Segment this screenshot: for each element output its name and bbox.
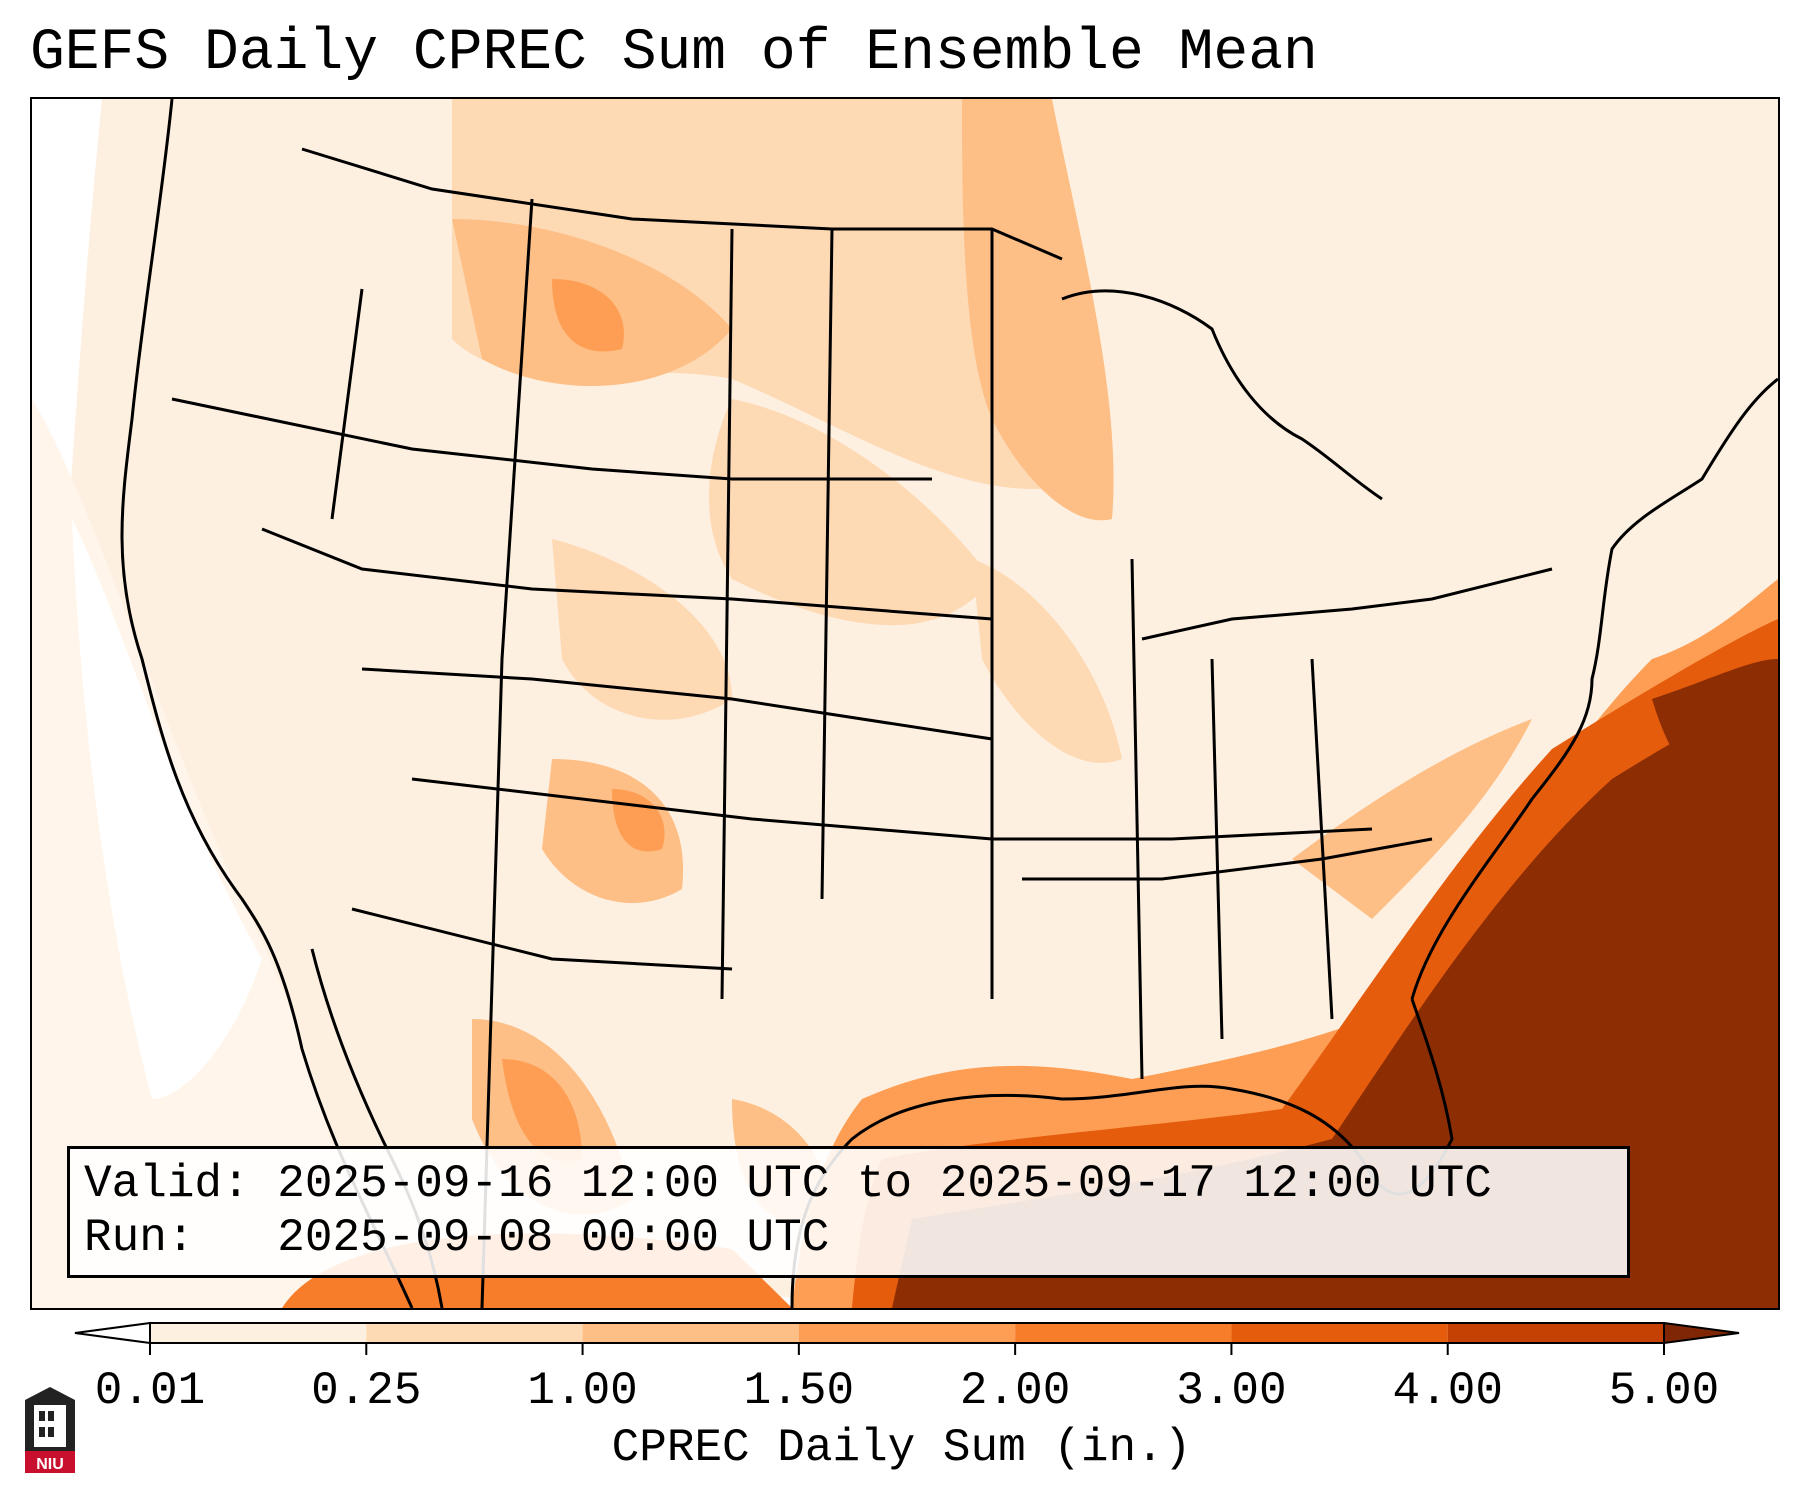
colorbar-swatch [798, 1323, 1016, 1343]
run-value: 2025-09-08 00:00 UTC [277, 1212, 830, 1264]
logo-window-1 [39, 1411, 45, 1421]
gulf-coastline [790, 998, 1454, 1308]
minnesota-band [962, 99, 1114, 521]
state-line-v7 [1210, 658, 1224, 1040]
colorbar-swatch [582, 1323, 799, 1343]
valid-line: Valid: 2025-09-16 12:00 UTC to 2025-09-1… [84, 1157, 1613, 1211]
great-plains-band [708, 399, 992, 626]
colorbar-swatches [74, 1321, 1740, 1345]
colorbar-tick-label: 1.50 [744, 1365, 854, 1417]
canada-border [301, 147, 1063, 261]
colorbar-swatch [366, 1323, 583, 1343]
colorbar-swatch [1447, 1323, 1664, 1343]
state-line-v8 [1310, 658, 1334, 1020]
state-line-5 [351, 907, 733, 971]
state-line-6 [1022, 837, 1433, 881]
northern-plains-band [452, 99, 1092, 489]
colorbar-tick-label: 5.00 [1609, 1365, 1719, 1417]
colorbar-tick-label: 0.01 [95, 1365, 205, 1417]
valid-value: 2025-09-16 12:00 UTC to 2025-09-17 12:00… [277, 1158, 1492, 1210]
logo-window-3 [39, 1427, 45, 1437]
map-panel[interactable] [30, 97, 1780, 1310]
state-line-v6 [1130, 558, 1144, 1080]
state-line-3 [361, 667, 993, 741]
midwest-band [972, 559, 1122, 763]
valid-run-info: Valid: 2025-09-16 12:00 UTC to 2025-09-1… [67, 1146, 1630, 1278]
logo-window-2 [48, 1411, 54, 1421]
colorbar-tick-label: 4.00 [1393, 1365, 1503, 1417]
valid-label: Valid: [84, 1158, 250, 1210]
pacific-white-patch [72, 519, 262, 1099]
run-label: Run: [84, 1212, 195, 1264]
state-line-1 [171, 397, 932, 481]
southeast-coastal [1292, 719, 1532, 919]
colorbar-tick-label: 1.00 [527, 1365, 637, 1417]
colorado-band [552, 539, 732, 720]
colorbar-ticks: 0.01 0.25 1.00 1.50 2.00 3.00 4.00 5.00 [95, 1343, 1719, 1417]
state-line-v2 [480, 198, 534, 1308]
colorbar-tick-label: 3.00 [1176, 1365, 1286, 1417]
colorbar-swatch [1015, 1323, 1232, 1343]
atlantic-coastline [1410, 377, 1778, 1000]
logo-banner [25, 1451, 75, 1473]
colorbar: 0.01 0.25 1.00 1.50 2.00 3.00 4.00 5.00 [74, 1321, 1740, 1417]
colorbar-over-extend [1663, 1321, 1740, 1345]
great-lakes-outline [1061, 289, 1383, 501]
projection-edge-left [32, 99, 102, 1099]
colorbar-outline [149, 1322, 1665, 1344]
colorbar-swatch [1231, 1323, 1448, 1343]
precipitation-map [32, 99, 1778, 1308]
chart-title: GEFS Daily CPREC Sum of Ensemble Mean [30, 21, 1318, 86]
run-line: Run: 2025-09-08 00:00 UTC [84, 1211, 1613, 1265]
colorbar-tick-label: 2.00 [960, 1365, 1070, 1417]
state-line-v4 [820, 228, 834, 900]
logo-window-4 [48, 1427, 54, 1437]
new-mexico-core [542, 759, 684, 904]
mexico-west-core [502, 1059, 582, 1161]
atlantic-heavy-core [1652, 659, 1778, 806]
state-line-7 [1141, 567, 1553, 641]
montana-spot [552, 279, 624, 352]
state-line-2 [261, 527, 993, 621]
state-line-v1 [330, 288, 364, 520]
colorbar-swatch [150, 1323, 367, 1343]
colorbar-tick-label: 0.25 [311, 1365, 421, 1417]
colorbar-under-extend [74, 1321, 151, 1345]
niu-logo-icon: NIU [25, 1387, 75, 1473]
state-line-v3 [720, 228, 734, 1000]
colorbar-label: CPREC Daily Sum (in.) [611, 1422, 1192, 1474]
logo-text: NIU [36, 1456, 64, 1473]
west-coastline [120, 99, 414, 1308]
